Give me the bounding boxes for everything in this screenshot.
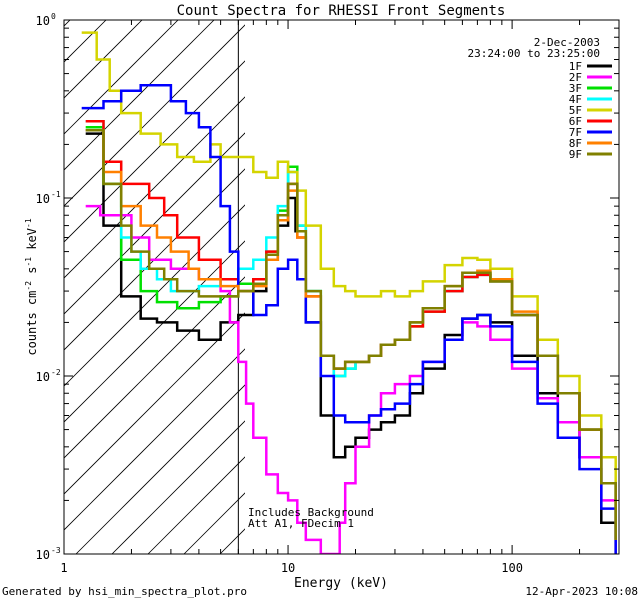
x-tick-label: 10 xyxy=(281,561,295,575)
spectra-series-group xyxy=(81,31,617,554)
legend-label-1F: 1F xyxy=(569,60,582,73)
chart-title: Count Spectra for RHESSI Front Segments xyxy=(177,3,506,19)
y-tick-exponent: 0 xyxy=(51,12,56,21)
x-tick-label: 1 xyxy=(60,561,67,575)
plot-frame xyxy=(63,19,620,555)
hatch-line xyxy=(64,204,245,387)
y-tick-label: 10 xyxy=(36,548,50,562)
hatch-line xyxy=(64,20,143,99)
observation-time-range: 23:24:00 to 23:25:00 xyxy=(468,47,600,60)
legend-label-6F: 6F xyxy=(569,115,582,128)
y-tick-exponent: -2 xyxy=(51,368,61,377)
legend-label-5F: 5F xyxy=(569,104,582,117)
y-label-part-1: counts cm xyxy=(25,291,39,356)
y-tick-label: 10 xyxy=(36,14,50,28)
legend-label-8F: 8F xyxy=(569,137,582,150)
hatch-line xyxy=(64,240,245,423)
legend-label-7F: 7F xyxy=(569,126,582,139)
timestamp-footer: 12-Apr-2023 10:08 xyxy=(525,585,638,598)
y-tick-label: 10 xyxy=(36,370,50,384)
y-tick-exponent: -1 xyxy=(51,190,61,199)
hatch-line xyxy=(64,132,245,315)
hatch-line xyxy=(64,96,245,279)
hatch-line xyxy=(64,348,245,531)
series-7F-line xyxy=(81,83,617,554)
y-tick-label: 10 xyxy=(36,192,50,206)
x-axis-ticks: 1 10 100 xyxy=(60,20,620,575)
y-label-exp-2: -1 xyxy=(24,257,33,267)
series-1F-line xyxy=(85,132,617,554)
y-label-exp-3: -1 xyxy=(24,218,33,228)
y-label-part-2: s xyxy=(25,267,39,281)
hatch-line xyxy=(75,384,245,554)
attenuator-annotation: Att A1, FDecim 1 xyxy=(248,517,354,530)
y-label-part-3: keV xyxy=(25,228,39,257)
legend-label-3F: 3F xyxy=(569,82,582,95)
hatch-line xyxy=(64,24,245,207)
series-9F-line xyxy=(85,129,617,540)
background-annotation: Includes Background xyxy=(248,506,374,519)
observation-date: 2-Dec-2003 xyxy=(534,36,600,49)
hatch-line xyxy=(111,420,245,554)
legend-label-9F: 9F xyxy=(569,148,582,161)
hatch-line xyxy=(64,60,245,243)
y-label-exp-1: -2 xyxy=(24,281,33,291)
legend-label-4F: 4F xyxy=(569,93,582,106)
y-axis-label: counts cm-2 s-1 keV-1 xyxy=(24,218,39,355)
hatch-line xyxy=(64,312,245,495)
series-5F-line xyxy=(81,31,617,523)
y-tick-exponent: -3 xyxy=(51,546,61,555)
legend-label-2F: 2F xyxy=(569,71,582,84)
x-axis-label: Energy (keV) xyxy=(294,576,388,591)
hatch-line xyxy=(64,20,215,171)
hatch-line xyxy=(147,456,245,554)
generated-by-footer: Generated by hsi_min_spectra_plot.pro xyxy=(2,585,247,598)
x-tick-label: 100 xyxy=(501,561,523,575)
